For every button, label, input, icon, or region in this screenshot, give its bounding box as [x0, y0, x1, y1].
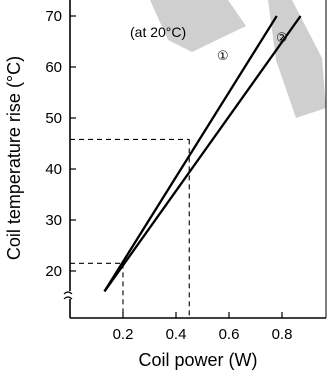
x-axis-label: Coil power (W) — [138, 350, 257, 370]
series-line-1 — [103, 15, 278, 293]
y-tick-label: 40 — [45, 161, 62, 178]
chart-annotation: (at 20°C) — [130, 24, 186, 40]
y-tick-label: 70 — [45, 8, 62, 25]
y-tick-label: 20 — [45, 263, 62, 280]
x-tick-label: 0.8 — [272, 326, 293, 343]
watermark-logo — [150, 0, 326, 118]
series-marker-1: ① — [217, 49, 229, 64]
x-tick-label: 0.2 — [113, 326, 134, 343]
series-marker-2: ② — [276, 31, 288, 46]
y-tick-label: 50 — [45, 110, 62, 127]
y-tick-label: 60 — [45, 59, 62, 76]
y-axis-label: Coil temperature rise (°C) — [4, 56, 24, 260]
x-tick-label: 0.6 — [219, 326, 240, 343]
y-tick-label: 30 — [45, 212, 62, 229]
x-tick-label: 0.4 — [166, 326, 187, 343]
watermark-shape-1 — [150, 0, 246, 52]
watermark-shape-2 — [268, 0, 326, 118]
axis-break-icon — [63, 291, 76, 300]
series-line-2 — [103, 15, 302, 293]
